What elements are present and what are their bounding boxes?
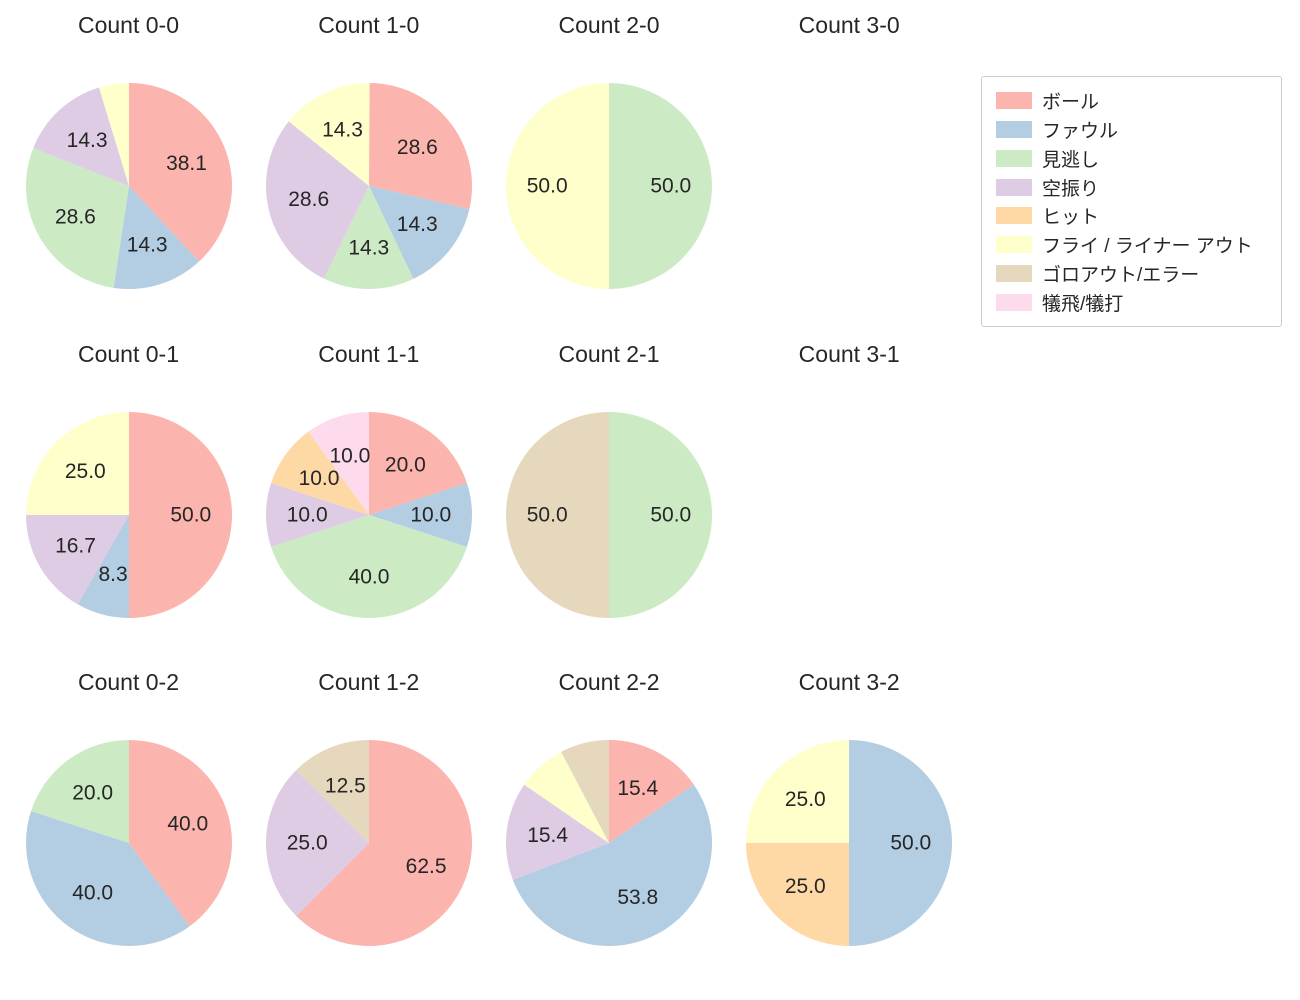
svg-text:40.0: 40.0: [72, 882, 113, 905]
svg-text:25.0: 25.0: [64, 459, 105, 482]
svg-text:14.3: 14.3: [322, 119, 363, 142]
svg-text:28.6: 28.6: [288, 188, 329, 211]
svg-text:40.0: 40.0: [167, 813, 208, 836]
svg-text:50.0: 50.0: [650, 175, 691, 198]
svg-text:38.1: 38.1: [166, 152, 207, 175]
svg-text:14.3: 14.3: [348, 236, 389, 259]
svg-text:50.0: 50.0: [891, 832, 932, 855]
svg-text:25.0: 25.0: [785, 788, 826, 811]
svg-text:15.4: 15.4: [617, 777, 658, 800]
svg-text:28.6: 28.6: [54, 205, 95, 228]
svg-text:14.3: 14.3: [397, 213, 438, 236]
svg-text:15.4: 15.4: [527, 825, 568, 848]
svg-text:50.0: 50.0: [170, 503, 211, 526]
svg-text:25.0: 25.0: [287, 832, 328, 855]
svg-text:20.0: 20.0: [72, 782, 113, 805]
svg-text:10.0: 10.0: [329, 444, 370, 467]
svg-text:53.8: 53.8: [617, 887, 658, 910]
svg-text:10.0: 10.0: [287, 503, 328, 526]
svg-text:10.0: 10.0: [298, 467, 339, 490]
svg-text:50.0: 50.0: [650, 503, 691, 526]
svg-text:10.0: 10.0: [410, 503, 451, 526]
svg-text:14.3: 14.3: [126, 234, 167, 257]
svg-text:12.5: 12.5: [325, 775, 366, 798]
svg-text:28.6: 28.6: [397, 136, 438, 159]
svg-text:14.3: 14.3: [66, 129, 107, 152]
svg-text:16.7: 16.7: [55, 534, 96, 557]
svg-text:50.0: 50.0: [527, 503, 568, 526]
svg-text:8.3: 8.3: [98, 563, 127, 586]
svg-text:50.0: 50.0: [527, 175, 568, 198]
svg-text:40.0: 40.0: [348, 565, 389, 588]
svg-text:62.5: 62.5: [405, 856, 446, 879]
svg-text:25.0: 25.0: [785, 876, 826, 899]
svg-text:20.0: 20.0: [385, 453, 426, 476]
